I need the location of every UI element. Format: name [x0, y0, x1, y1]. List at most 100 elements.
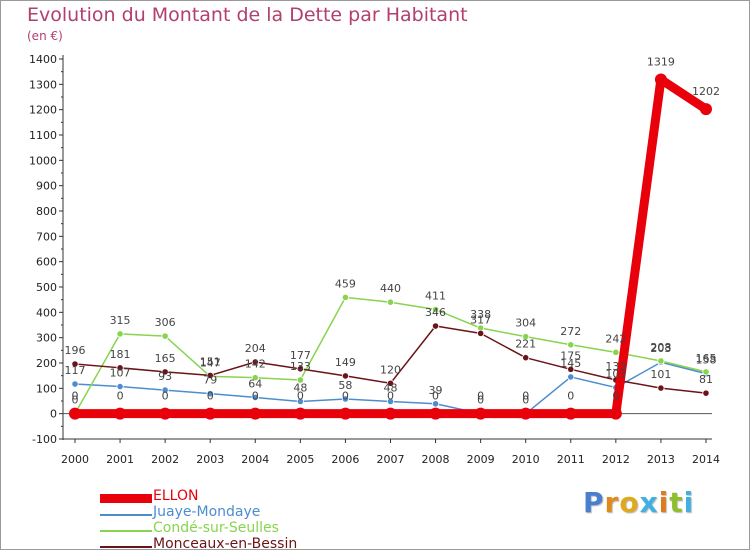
- data-label: 158: [695, 354, 716, 367]
- x-tick-label: 2006: [331, 453, 359, 466]
- y-tick-label: 1300: [29, 78, 57, 91]
- data-point: [519, 407, 532, 420]
- data-label: 117: [65, 364, 86, 377]
- data-label: 0: [162, 390, 169, 403]
- x-tick-label: 2010: [512, 453, 540, 466]
- data-label: 0: [387, 390, 394, 403]
- data-point: [161, 332, 169, 340]
- data-label: 147: [200, 356, 221, 369]
- data-point: [657, 357, 665, 365]
- data-point: [522, 354, 530, 362]
- data-label: 81: [699, 373, 713, 386]
- data-label: 48: [383, 382, 397, 395]
- logo-letter: o: [619, 486, 640, 519]
- data-point: [699, 103, 712, 116]
- data-label: 142: [245, 358, 266, 371]
- data-point: [431, 305, 440, 314]
- y-tick-label: 1000: [29, 154, 57, 167]
- x-tick-label: 2004: [241, 453, 269, 466]
- data-point: [702, 368, 710, 376]
- data-label: 175: [560, 349, 581, 362]
- data-label: 208: [650, 341, 671, 354]
- data-label: 151: [200, 355, 221, 368]
- x-tick-label: 2011: [557, 453, 585, 466]
- data-point: [296, 376, 304, 384]
- data-label: 196: [65, 344, 86, 357]
- logo-letter: t: [669, 486, 684, 519]
- data-point: [116, 330, 124, 338]
- data-label: 0: [477, 390, 484, 403]
- data-label: 0: [522, 394, 529, 407]
- logo-letter: P: [583, 486, 605, 519]
- data-point: [69, 407, 81, 420]
- data-label: 315: [110, 314, 131, 327]
- data-point: [567, 365, 575, 373]
- data-label: 107: [110, 367, 131, 380]
- data-point: [609, 407, 622, 420]
- data-label: 411: [425, 290, 446, 303]
- data-point: [114, 407, 127, 420]
- data-label: 101: [650, 368, 671, 381]
- data-label: 177: [290, 349, 311, 362]
- legend-label: Juaye-Mondaye: [153, 504, 261, 520]
- data-point: [116, 364, 124, 372]
- data-label: 145: [560, 357, 581, 370]
- data-label: 93: [158, 370, 172, 383]
- data-label: 338: [470, 308, 491, 321]
- y-tick-label: 1100: [29, 129, 57, 142]
- data-point: [564, 407, 577, 420]
- y-tick-label: 900: [36, 180, 57, 193]
- unit-label: (en €): [27, 29, 63, 43]
- data-point: [296, 397, 304, 406]
- data-label: 120: [380, 363, 401, 376]
- data-label: 203: [650, 342, 671, 355]
- data-point: [206, 371, 214, 380]
- y-tick-label: -100: [32, 433, 57, 446]
- data-label: 0: [117, 390, 124, 403]
- chart-title: Evolution du Montant de la Dette par Hab…: [27, 4, 468, 26]
- x-tick-label: 2005: [286, 453, 314, 466]
- data-point: [384, 407, 397, 420]
- data-point: [341, 372, 350, 380]
- data-label: 317: [470, 313, 491, 326]
- x-tick-label: 2012: [602, 453, 630, 466]
- data-point: [116, 382, 124, 391]
- data-label: 0: [567, 390, 574, 403]
- data-point: [204, 407, 217, 420]
- data-point: [341, 293, 350, 301]
- data-point: [386, 298, 395, 306]
- data-label: 48: [293, 382, 307, 395]
- data-label: 165: [695, 352, 716, 365]
- x-tick-label: 2007: [376, 453, 404, 466]
- data-label: 306: [155, 316, 176, 329]
- x-tick-label: 2014: [692, 453, 720, 466]
- data-label: 133: [605, 360, 626, 373]
- data-label: 304: [515, 317, 536, 330]
- data-point: [522, 333, 530, 341]
- data-label: 149: [335, 356, 356, 369]
- logo-letter: r: [604, 486, 620, 519]
- x-tick-label: 2013: [647, 453, 675, 466]
- data-label: 0: [72, 390, 79, 403]
- data-label: 0: [252, 390, 259, 403]
- x-tick-label: 2009: [467, 453, 495, 466]
- proxiti-logo: Proxiti: [583, 486, 694, 519]
- data-point: [702, 389, 710, 397]
- data-label: 221: [515, 338, 536, 351]
- data-point: [296, 365, 304, 373]
- data-label: 0: [207, 390, 214, 403]
- x-tick-label: 2008: [422, 453, 450, 466]
- legend-swatch: [100, 494, 152, 503]
- legend-swatch: [100, 514, 152, 516]
- data-label: 0: [522, 390, 529, 403]
- x-tick-label: 2000: [61, 453, 89, 466]
- data-point: [429, 407, 442, 420]
- data-label: 0: [297, 390, 304, 403]
- y-tick-label: 700: [36, 230, 57, 243]
- data-label: 459: [335, 277, 356, 290]
- data-point: [161, 386, 169, 394]
- logo-letter: i: [683, 486, 695, 519]
- data-label: 0: [477, 394, 484, 407]
- data-label: 39: [429, 384, 443, 397]
